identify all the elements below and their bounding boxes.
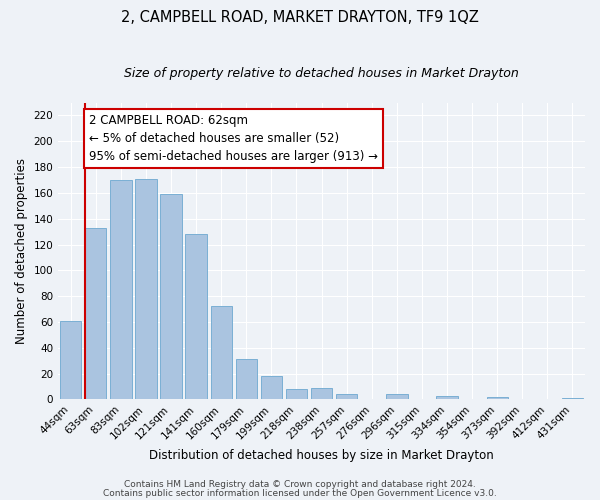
Text: 2 CAMPBELL ROAD: 62sqm
← 5% of detached houses are smaller (52)
95% of semi-deta: 2 CAMPBELL ROAD: 62sqm ← 5% of detached … [89, 114, 378, 163]
Bar [211, 306, 232, 400]
Bar [487, 397, 508, 400]
Bar [311, 388, 332, 400]
Bar [60, 320, 82, 400]
Bar [136, 178, 157, 400]
Bar [436, 396, 458, 400]
Title: Size of property relative to detached houses in Market Drayton: Size of property relative to detached ho… [124, 68, 519, 80]
Bar [85, 228, 106, 400]
Text: Contains HM Land Registry data © Crown copyright and database right 2024.: Contains HM Land Registry data © Crown c… [124, 480, 476, 489]
Text: Contains public sector information licensed under the Open Government Licence v3: Contains public sector information licen… [103, 488, 497, 498]
Bar [160, 194, 182, 400]
Text: 2, CAMPBELL ROAD, MARKET DRAYTON, TF9 1QZ: 2, CAMPBELL ROAD, MARKET DRAYTON, TF9 1Q… [121, 10, 479, 25]
Bar [562, 398, 583, 400]
Bar [261, 376, 282, 400]
Y-axis label: Number of detached properties: Number of detached properties [15, 158, 28, 344]
Bar [185, 234, 207, 400]
X-axis label: Distribution of detached houses by size in Market Drayton: Distribution of detached houses by size … [149, 450, 494, 462]
Bar [286, 389, 307, 400]
Bar [110, 180, 131, 400]
Bar [236, 360, 257, 400]
Bar [386, 394, 407, 400]
Bar [336, 394, 358, 400]
